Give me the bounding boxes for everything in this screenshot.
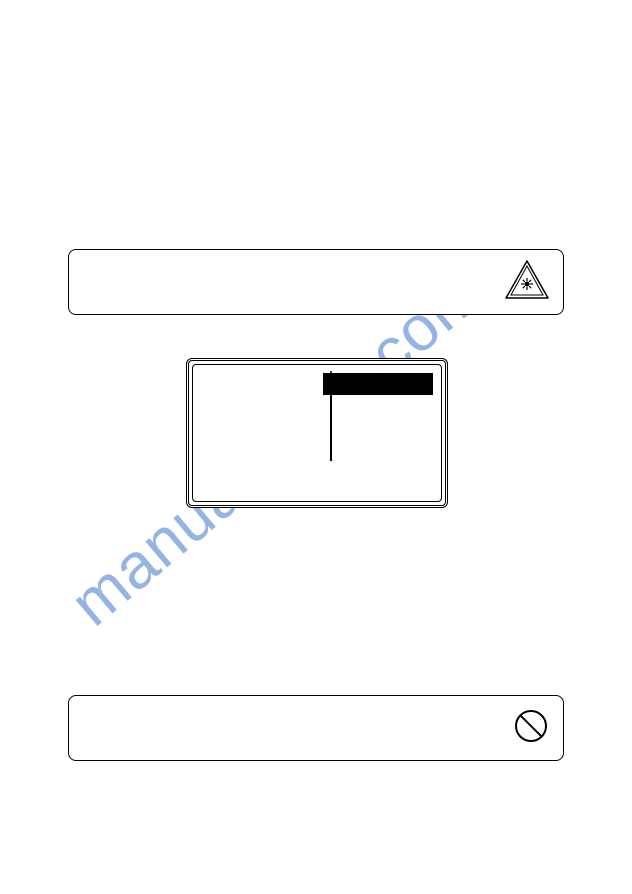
prohibition-warning-box (68, 695, 564, 761)
laser-triangle-icon (503, 258, 551, 302)
laser-burst-icon (321, 369, 341, 389)
prohibition-icon (513, 708, 549, 744)
laser-warning-box (68, 249, 564, 315)
laser-aperture-label (186, 358, 448, 508)
aperture-line (330, 389, 332, 461)
label-inner-border (192, 364, 442, 502)
